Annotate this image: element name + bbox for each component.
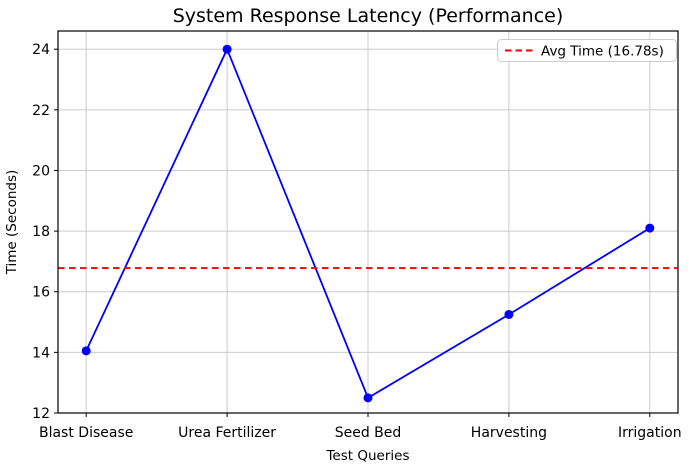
- x-tick-label: Urea Fertilizer: [178, 425, 276, 441]
- y-tick-label: 16: [32, 285, 50, 301]
- data-point-marker: [363, 393, 373, 403]
- y-tick-label: 24: [32, 42, 50, 58]
- x-tick-label: Blast Disease: [39, 425, 133, 441]
- x-axis-label: Test Queries: [325, 448, 409, 464]
- y-tick-label: 14: [32, 345, 50, 361]
- y-tick-label: 18: [32, 224, 50, 240]
- data-point-marker: [222, 44, 232, 54]
- data-point-marker: [81, 346, 91, 356]
- data-point-marker: [504, 309, 514, 319]
- grid-lines: [58, 31, 678, 414]
- x-tick-label: Irrigation: [618, 425, 682, 441]
- legend-box: [497, 39, 677, 62]
- axis-ticks: [54, 48, 651, 417]
- y-axis-label: Time (Seconds): [4, 170, 20, 276]
- legend-label: Avg Time (16.78s): [541, 44, 664, 60]
- y-tick-label: 22: [32, 103, 50, 119]
- data-point-marker: [645, 223, 655, 233]
- y-tick-label: 20: [32, 163, 50, 179]
- legend: Avg Time (16.78s): [497, 39, 677, 62]
- y-tick-label: 12: [32, 406, 50, 422]
- x-tick-label: Seed Bed: [335, 425, 402, 441]
- x-tick-label: Harvesting: [471, 425, 547, 441]
- chart-title: System Response Latency (Performance): [173, 5, 564, 27]
